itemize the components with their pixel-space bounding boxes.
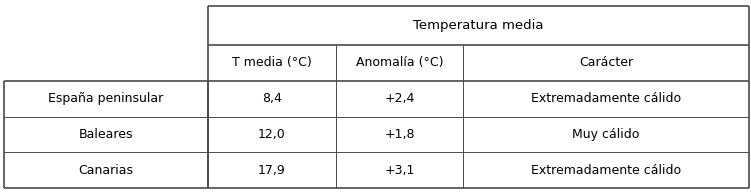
Text: Canarias: Canarias: [78, 164, 134, 177]
Text: Baleares: Baleares: [79, 128, 133, 141]
Text: Carácter: Carácter: [579, 56, 633, 69]
Text: +3,1: +3,1: [385, 164, 415, 177]
Text: Muy cálido: Muy cálido: [572, 128, 640, 141]
Text: Anomalía (°C): Anomalía (°C): [356, 56, 443, 69]
Text: Temperatura media: Temperatura media: [413, 19, 544, 32]
Text: +1,8: +1,8: [385, 128, 415, 141]
Text: +2,4: +2,4: [385, 92, 415, 105]
Text: Extremadamente cálido: Extremadamente cálido: [531, 164, 681, 177]
Text: Extremadamente cálido: Extremadamente cálido: [531, 92, 681, 105]
Text: T media (°C): T media (°C): [232, 56, 312, 69]
Text: España peninsular: España peninsular: [48, 92, 164, 105]
Text: 12,0: 12,0: [258, 128, 285, 141]
Text: 8,4: 8,4: [262, 92, 282, 105]
Text: 17,9: 17,9: [258, 164, 285, 177]
